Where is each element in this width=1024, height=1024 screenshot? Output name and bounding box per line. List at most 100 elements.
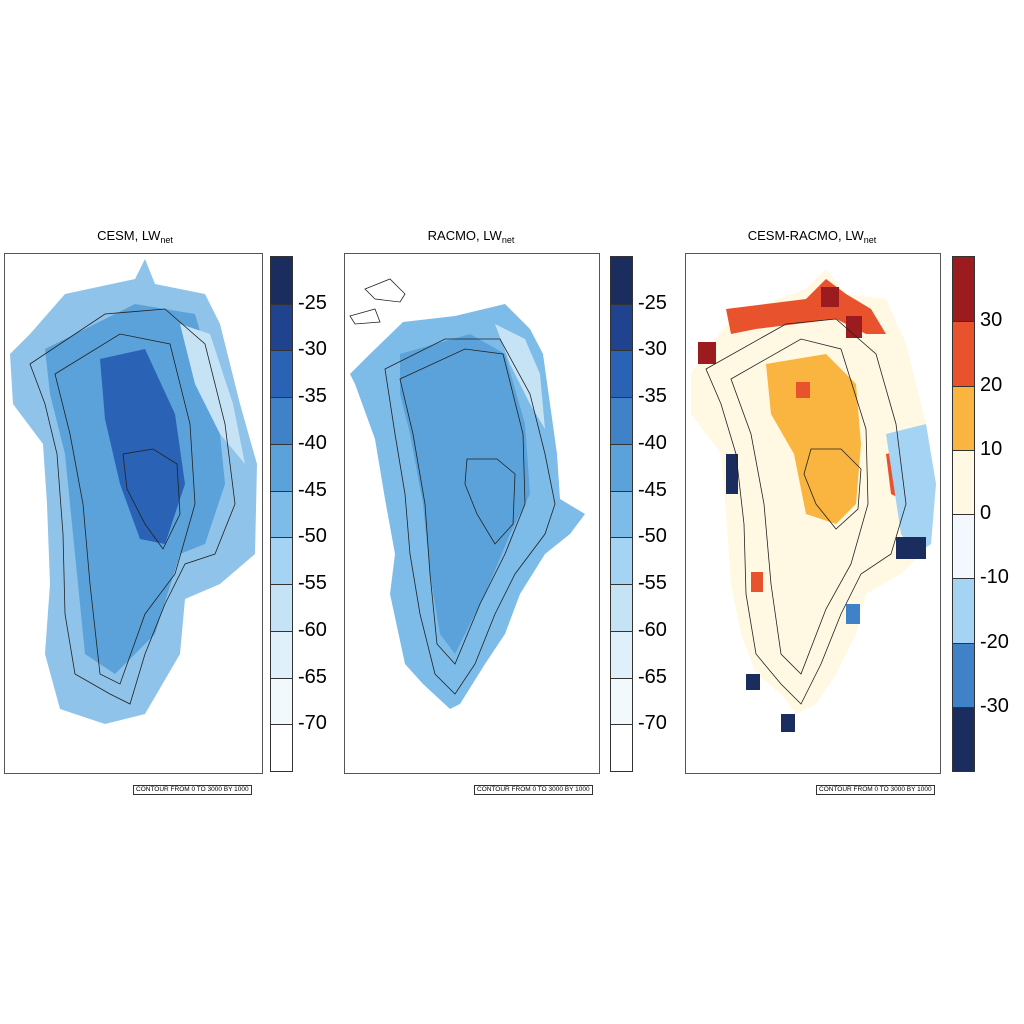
cesm-colorbar-label: -55 <box>298 572 327 595</box>
cesm-colorbar-label: -50 <box>298 525 327 548</box>
diff-colorbar-label: 0 <box>980 502 992 524</box>
cesm-colorbar-box <box>271 537 292 585</box>
racmo-colorbar-box <box>611 397 632 444</box>
diff-colorbar-label: 10 <box>980 437 1003 460</box>
cesm-colorbar-box <box>271 443 292 491</box>
cesm-panel-title: CESM, LWnet <box>4 228 266 245</box>
racmo-contour-middle <box>399 348 526 665</box>
racmo-field-medium <box>400 334 530 654</box>
diff-contour-outer <box>705 318 907 705</box>
racmo-island-w <box>349 308 381 325</box>
diff-colorbar-box <box>953 449 974 514</box>
diff-colorbar-label: 30 <box>980 309 1003 332</box>
diff-cell-negative-west <box>726 454 738 494</box>
racmo-colorbar-box <box>611 630 632 678</box>
diff-panel-title: CESM-RACMO, LWnet <box>685 228 939 245</box>
cesm-colorbar-box <box>271 350 292 398</box>
racmo-map <box>344 253 600 774</box>
diff-cell-north-1 <box>821 287 839 307</box>
cesm-colorbar-box <box>271 490 292 538</box>
cesm-colorbar-box <box>271 630 292 678</box>
racmo-contour-outer <box>384 338 556 695</box>
diff-field-positive <box>766 354 861 524</box>
diff-coast-negative-east <box>886 424 936 554</box>
diff-contour-inner <box>803 448 862 530</box>
racmo-colorbar-label: -70 <box>638 712 667 735</box>
racmo-colorbar-box <box>611 724 632 771</box>
racmo-colorbar-box <box>611 537 632 585</box>
diff-colorbar-label: 20 <box>980 373 1003 396</box>
diff-cell-north-2 <box>846 316 862 338</box>
cesm-colorbar-label: -30 <box>298 338 327 361</box>
racmo-title-sub: net <box>501 235 515 245</box>
racmo-colorbar-label: -55 <box>638 572 667 595</box>
cesm-contour-inner <box>122 448 181 550</box>
diff-cell-negative-east-1 <box>896 537 926 559</box>
racmo-colorbar-label: -60 <box>638 618 667 641</box>
diff-colorbar-label: -20 <box>980 630 1009 653</box>
racmo-contour-inner <box>464 458 516 545</box>
cesm-title-sub: net <box>160 235 173 245</box>
diff-title-main: CESM-RACMO, LW <box>747 228 864 243</box>
diff-cell-positive-high <box>796 382 810 398</box>
diff-cell-positive-west <box>751 572 763 592</box>
diff-colorbar-label: -10 <box>980 566 1009 589</box>
racmo-colorbar-label: -35 <box>638 385 667 408</box>
cesm-colorbar-label: -70 <box>298 712 327 735</box>
racmo-contour-note: CONTOUR FROM 0 TO 3000 BY 1000 <box>474 785 593 795</box>
racmo-colorbar-label: -25 <box>638 291 667 314</box>
racmo-colorbar-box <box>611 677 632 725</box>
diff-colorbar-box <box>953 706 974 771</box>
racmo-colorbar-box <box>611 443 632 491</box>
diff-colorbar-box <box>953 642 974 707</box>
cesm-colorbar-box <box>271 724 292 771</box>
cesm-field-light-east <box>180 324 245 464</box>
diff-colorbar-box <box>953 321 974 386</box>
cesm-colorbar-box <box>271 584 292 631</box>
racmo-panel-title: RACMO, LWnet <box>344 228 598 245</box>
diff-title-sub: net <box>863 235 877 245</box>
cesm-colorbar-label: -25 <box>298 291 327 314</box>
diff-cell-northwest <box>698 342 716 364</box>
diff-colorbar-box <box>953 385 974 450</box>
cesm-contour-middle <box>54 333 196 685</box>
racmo-colorbar-label: -40 <box>638 431 667 454</box>
diff-colorbar <box>952 256 975 772</box>
diff-colorbar-label: -30 <box>980 694 1009 717</box>
racmo-map-svg <box>349 278 585 709</box>
cesm-colorbar-label: -60 <box>298 618 327 641</box>
diff-map-svg <box>691 269 936 732</box>
diff-cell-negative-east-2 <box>846 604 860 624</box>
diff-map <box>685 253 941 774</box>
cesm-colorbar-label: -65 <box>298 665 327 688</box>
racmo-island-nw <box>364 278 406 303</box>
racmo-colorbar-box <box>611 350 632 398</box>
cesm-colorbar-box <box>271 677 292 725</box>
cesm-map <box>4 253 263 774</box>
diff-colorbar-box <box>953 514 974 579</box>
diff-colorbar-box <box>953 578 974 643</box>
racmo-title-main: RACMO, LW <box>427 228 502 243</box>
cesm-colorbar-label: -35 <box>298 385 327 408</box>
diff-contour-note: CONTOUR FROM 0 TO 3000 BY 1000 <box>816 785 935 795</box>
racmo-colorbar-box <box>611 490 632 538</box>
cesm-colorbar <box>270 256 293 772</box>
racmo-colorbar-label: -65 <box>638 665 667 688</box>
cesm-contour-outer <box>29 308 236 705</box>
cesm-colorbar-box <box>271 257 292 304</box>
diff-colorbar-box <box>953 257 974 322</box>
cesm-colorbar-label: -45 <box>298 478 327 501</box>
racmo-colorbar-box <box>611 257 632 304</box>
racmo-colorbar-box <box>611 303 632 351</box>
cesm-field-dark <box>100 349 185 544</box>
racmo-colorbar-box <box>611 584 632 631</box>
cesm-map-svg <box>10 259 257 724</box>
racmo-colorbar-label: -30 <box>638 338 667 361</box>
racmo-colorbar-label: -50 <box>638 525 667 548</box>
cesm-colorbar-box <box>271 303 292 351</box>
diff-contour-middle <box>730 338 869 675</box>
cesm-colorbar-box <box>271 397 292 444</box>
cesm-colorbar-label: -40 <box>298 431 327 454</box>
cesm-title-main: CESM, LW <box>97 228 161 243</box>
racmo-colorbar-label: -45 <box>638 478 667 501</box>
